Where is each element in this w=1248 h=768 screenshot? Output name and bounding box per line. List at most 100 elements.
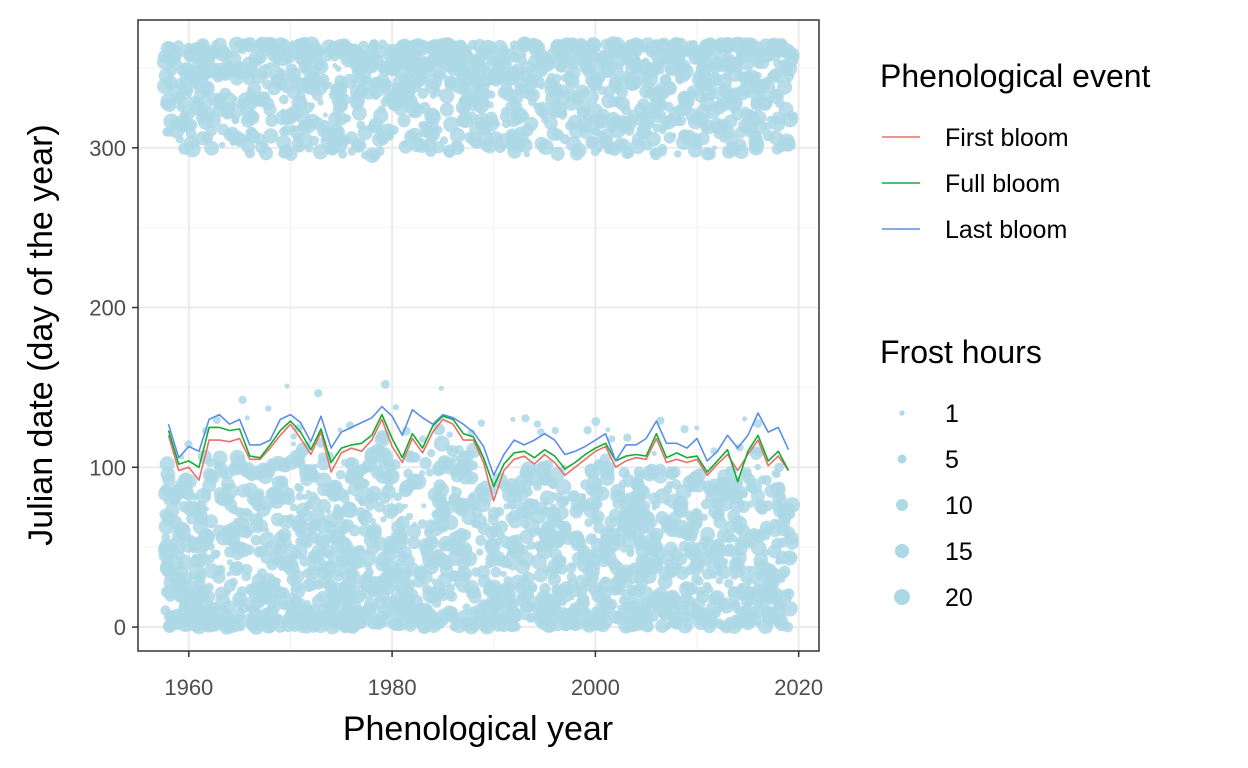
frost-point	[737, 500, 750, 514]
frost-point	[406, 524, 422, 539]
frost-point	[564, 97, 579, 111]
frost-point	[635, 483, 649, 497]
frost-point	[465, 497, 480, 512]
frost-point	[183, 109, 191, 117]
frost-point	[646, 62, 660, 76]
frost-point	[263, 63, 269, 70]
frost-point	[618, 577, 625, 584]
frost-point	[463, 51, 469, 57]
frost-point	[167, 489, 182, 505]
frost-point	[750, 489, 765, 504]
frost-point	[505, 512, 517, 524]
frost-point	[684, 623, 692, 631]
frost-point	[526, 540, 536, 550]
frost-point	[648, 518, 658, 528]
frost-point	[334, 99, 342, 106]
frost-point	[534, 136, 549, 151]
frost-point	[648, 533, 661, 545]
frost-point	[556, 496, 569, 508]
frost-point	[371, 91, 380, 101]
y-tick-label: 100	[89, 455, 126, 480]
frost-point	[233, 596, 246, 609]
frost-point	[407, 127, 423, 143]
frost-point	[385, 469, 400, 485]
frost-point	[202, 590, 209, 597]
frost-point	[616, 86, 628, 99]
frost-point	[490, 566, 502, 578]
frost-point	[733, 144, 749, 160]
frost-point	[484, 537, 500, 553]
frost-point	[184, 440, 193, 449]
frost-point	[190, 493, 199, 501]
frost-point	[337, 427, 343, 433]
frost-point	[697, 468, 703, 474]
frost-point	[412, 575, 426, 588]
frost-point	[760, 607, 772, 619]
frost-point	[565, 562, 577, 574]
frost-point	[401, 578, 416, 593]
frost-point	[433, 423, 445, 436]
frost-point	[190, 137, 200, 147]
frost-point	[332, 563, 346, 577]
frost-point	[233, 541, 248, 555]
frost-point	[340, 87, 348, 94]
frost-point	[756, 78, 762, 84]
frost-point	[451, 485, 457, 491]
frost-point	[161, 99, 173, 111]
frost-point	[321, 569, 334, 582]
frost-point	[177, 616, 193, 633]
frost-point	[632, 58, 640, 66]
frost-point	[425, 468, 435, 477]
frost-point	[342, 114, 352, 123]
frost-point	[510, 416, 516, 422]
frost-point	[755, 499, 761, 506]
frost-point	[230, 560, 245, 575]
frost-point	[365, 567, 374, 576]
frost-point	[348, 524, 361, 537]
frost-point	[411, 521, 418, 527]
frost-point	[199, 70, 211, 82]
frost-point	[687, 114, 704, 130]
frost-point	[251, 54, 262, 65]
frost-point	[572, 622, 580, 630]
frost-point	[314, 389, 323, 398]
frost-point	[213, 37, 227, 51]
legend-size-key	[894, 589, 910, 605]
frost-point	[306, 565, 321, 581]
frost-point	[438, 385, 444, 391]
frost-point	[237, 507, 254, 524]
frost-point	[190, 605, 201, 616]
frost-point	[654, 40, 671, 57]
frost-point	[694, 425, 700, 431]
frost-point	[507, 499, 518, 510]
frost-point	[525, 613, 535, 623]
frost-point	[542, 496, 551, 504]
frost-point	[434, 552, 450, 568]
frost-point	[347, 474, 353, 480]
y-tick-label: 300	[89, 136, 126, 161]
frost-point	[565, 88, 578, 101]
frost-point	[672, 39, 683, 49]
legend-phenological-event: Phenological event First bloom Full bloom…	[880, 58, 1151, 244]
frost-point	[633, 466, 645, 478]
frost-point	[472, 514, 488, 530]
frost-point	[608, 75, 621, 88]
frost-point	[238, 395, 247, 404]
frost-point	[290, 580, 303, 593]
frost-point	[443, 116, 460, 133]
frost-point	[312, 463, 318, 469]
frost-point	[663, 82, 677, 96]
frost-point	[294, 424, 303, 433]
frost-point	[241, 69, 251, 80]
frost-point	[777, 516, 791, 530]
frost-point	[497, 86, 510, 99]
frost-point	[640, 620, 646, 627]
frost-point	[742, 416, 748, 422]
frost-point	[266, 62, 274, 70]
frost-point	[518, 129, 530, 141]
frost-point	[625, 544, 635, 554]
frost-point	[439, 102, 454, 117]
frost-point	[366, 125, 373, 132]
frost-point	[785, 531, 799, 545]
